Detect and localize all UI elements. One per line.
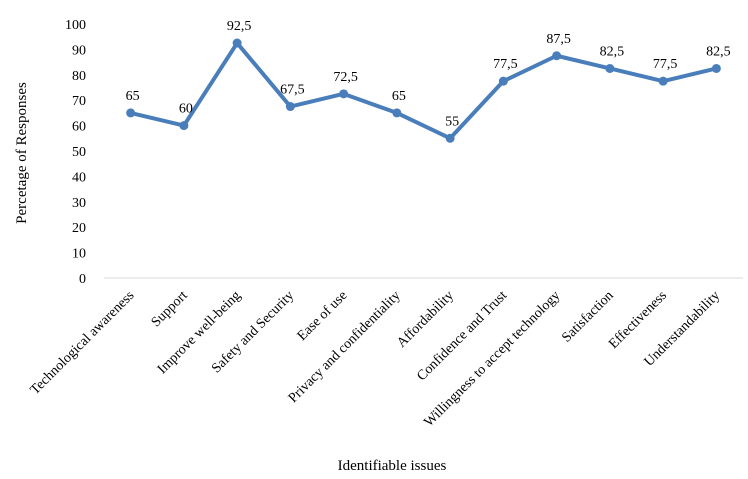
y-tick-label: 30 bbox=[72, 196, 86, 211]
y-axis-ticks: 0 10 20 30 40 50 60 70 80 90 100 bbox=[65, 18, 86, 287]
data-point bbox=[285, 102, 295, 112]
data-point bbox=[179, 121, 189, 131]
y-tick-label: 10 bbox=[72, 247, 86, 262]
data-point bbox=[392, 108, 402, 118]
data-point bbox=[445, 133, 455, 143]
y-tick-label: 80 bbox=[72, 69, 86, 84]
data-label: 67,5 bbox=[280, 83, 305, 98]
data-point bbox=[711, 63, 721, 73]
y-axis-title: Percetage of Responses bbox=[14, 82, 30, 224]
data-point bbox=[498, 76, 508, 86]
y-tick-label: 60 bbox=[72, 120, 86, 135]
y-tick-label: 90 bbox=[72, 43, 86, 58]
y-tick-label: 70 bbox=[72, 94, 86, 109]
data-point bbox=[605, 63, 615, 73]
data-label: 65 bbox=[392, 89, 406, 104]
data-points bbox=[126, 38, 721, 143]
data-label: 92,5 bbox=[227, 19, 252, 34]
y-tick-label: 100 bbox=[65, 18, 86, 33]
data-label: 77,5 bbox=[653, 57, 678, 72]
data-label: 55 bbox=[445, 114, 459, 129]
data-label: 65 bbox=[126, 89, 140, 104]
data-point bbox=[658, 76, 668, 86]
data-point bbox=[126, 108, 136, 118]
y-tick-label: 50 bbox=[72, 145, 86, 160]
series-line bbox=[128, 41, 719, 141]
data-label: 82,5 bbox=[600, 44, 625, 59]
x-axis-title: Identifiable issues bbox=[338, 458, 447, 474]
category-label: Technological awareness bbox=[28, 288, 138, 398]
data-labels: 65 60 92,5 67,5 72,5 65 55 77,5 87,5 82,5 77,5 82,5 bbox=[126, 19, 731, 129]
y-tick-label: 20 bbox=[72, 221, 86, 236]
data-label: 77,5 bbox=[493, 57, 518, 72]
category-label: Satisfaction bbox=[559, 288, 616, 345]
data-label: 72,5 bbox=[333, 70, 358, 85]
y-tick-label: 0 bbox=[79, 272, 86, 287]
category-label: Support bbox=[149, 288, 191, 330]
category-label: Privacy and confidentiality bbox=[286, 288, 404, 406]
data-label: 87,5 bbox=[546, 32, 571, 47]
data-label: 60 bbox=[179, 102, 193, 117]
data-label: 82,5 bbox=[706, 44, 731, 59]
data-point bbox=[552, 51, 562, 61]
y-tick-label: 40 bbox=[72, 170, 86, 185]
category-label: Ease of use bbox=[295, 288, 351, 344]
data-point bbox=[339, 89, 349, 99]
category-label: Confidence and Trust bbox=[414, 288, 510, 384]
data-point bbox=[232, 38, 242, 48]
